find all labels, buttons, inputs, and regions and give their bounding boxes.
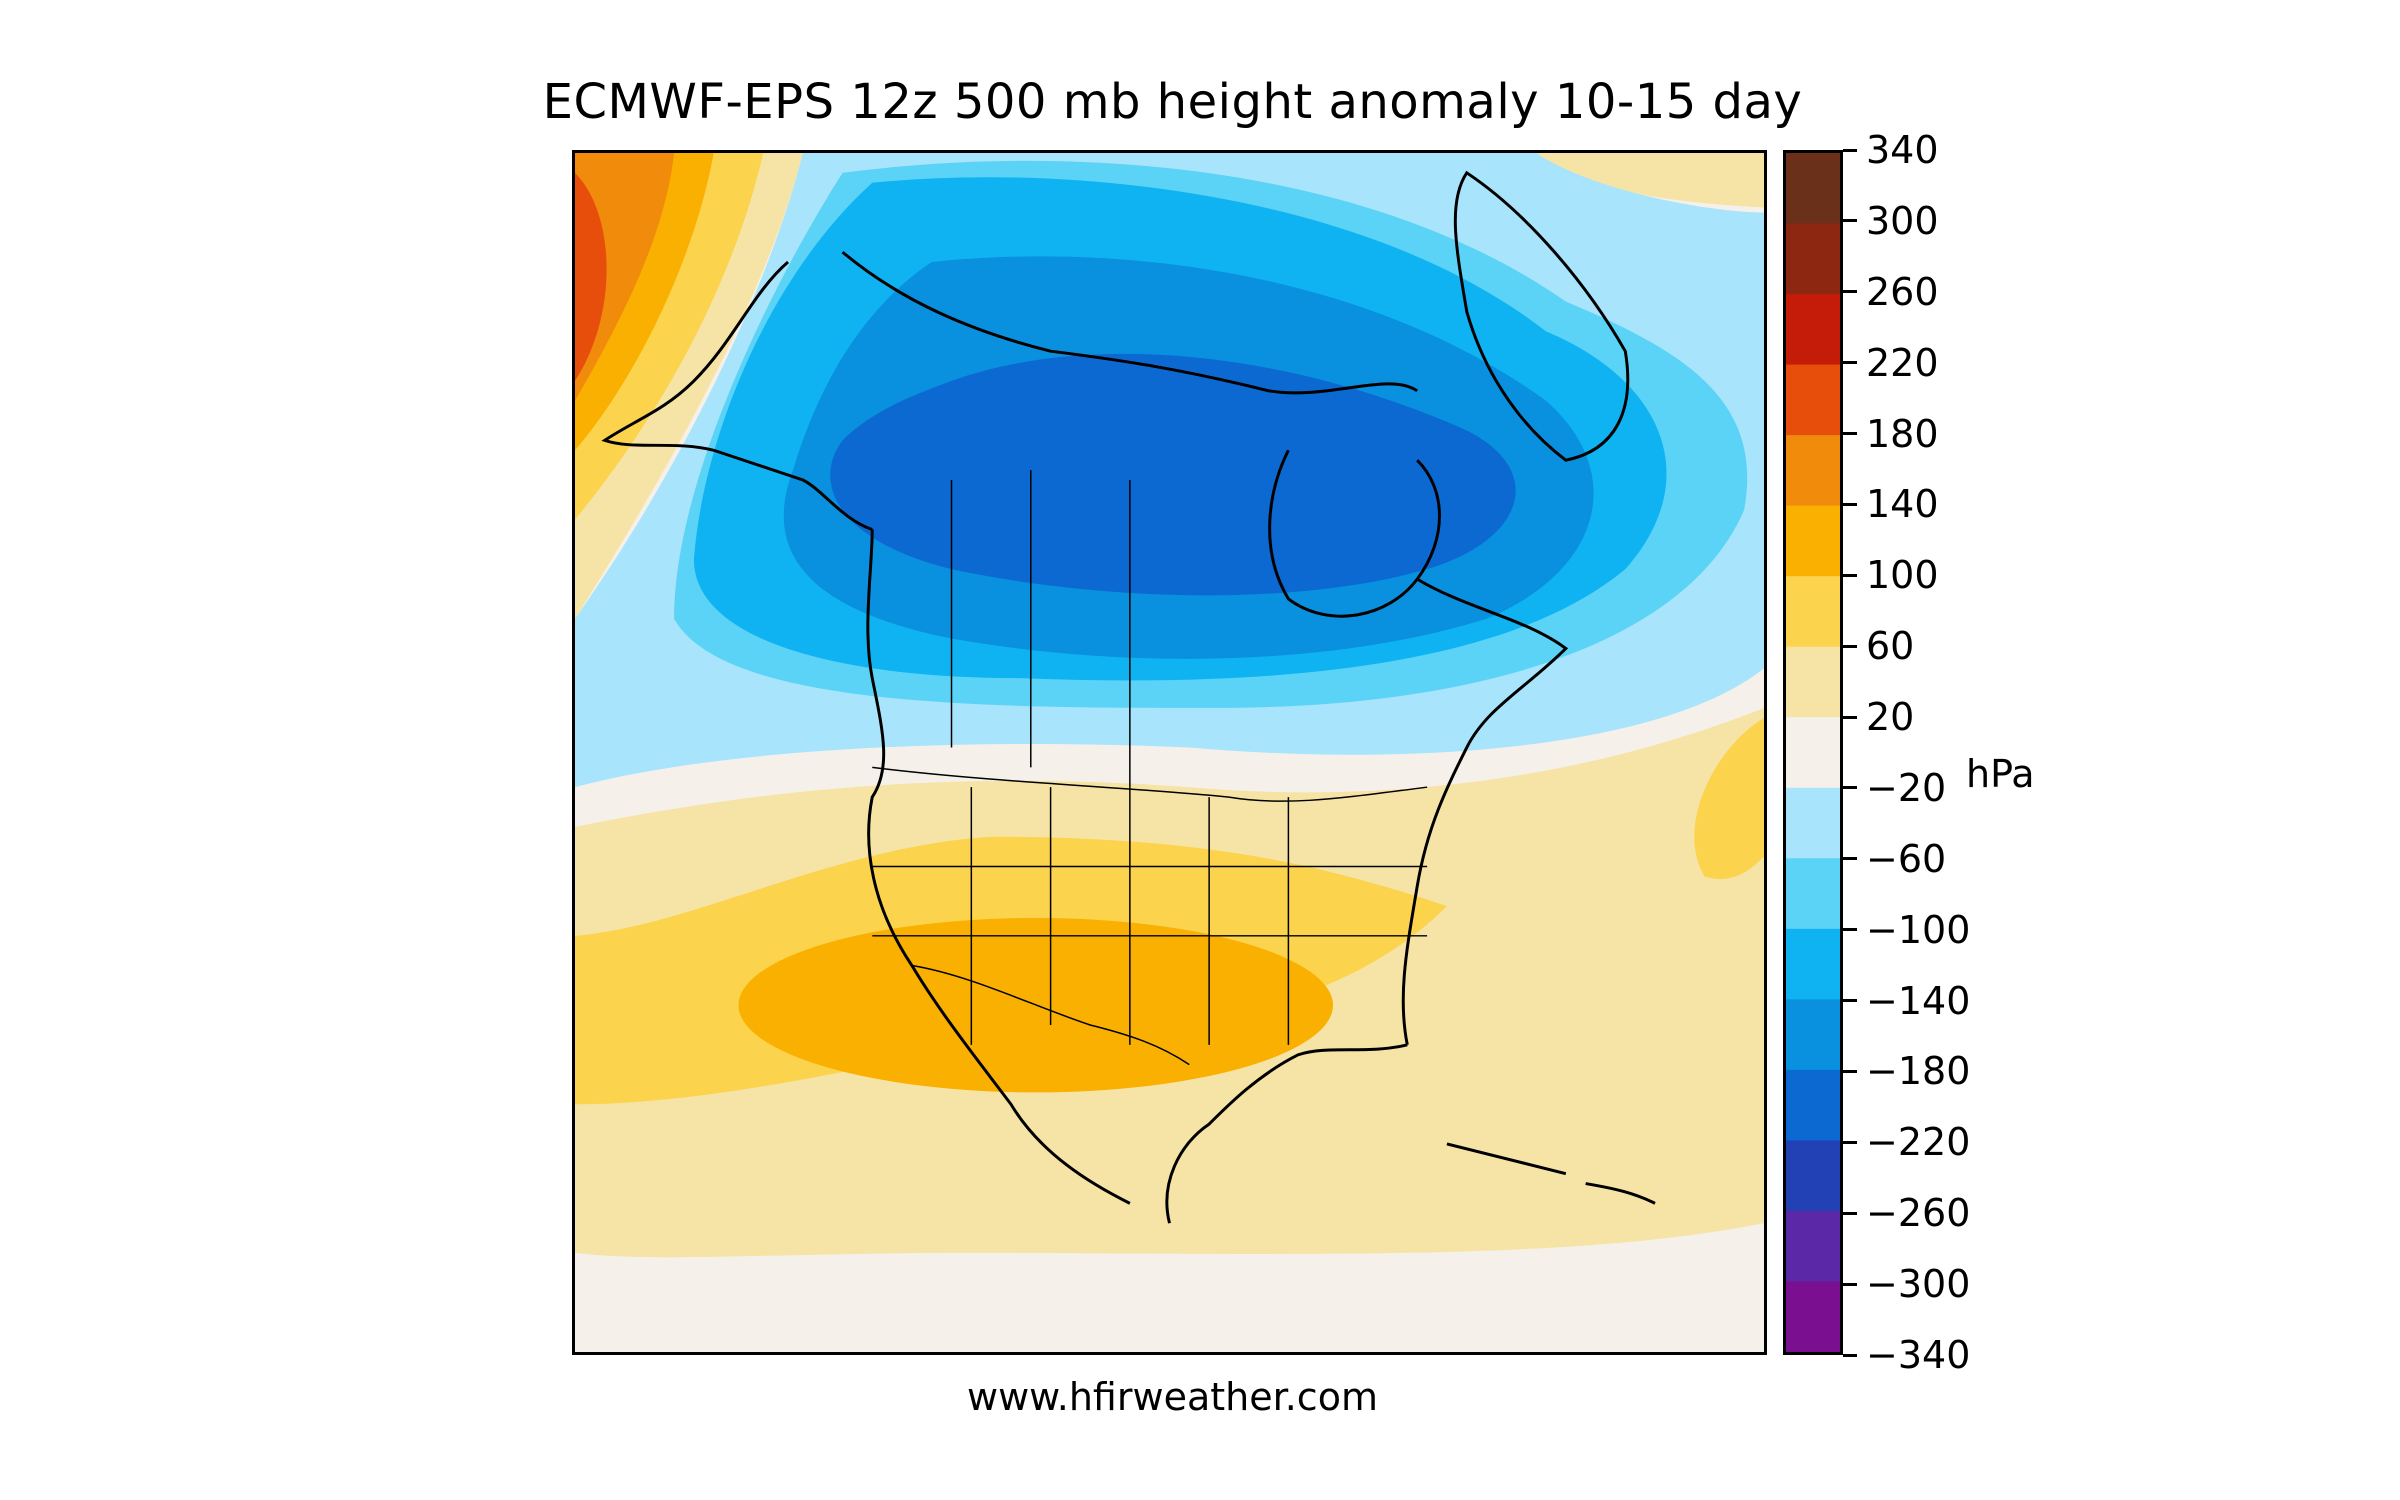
greenland <box>1453 170 1630 462</box>
colorbar-tick-label: 300 <box>1866 198 1939 243</box>
political-borders <box>872 470 1428 1066</box>
colorbar-tick <box>1843 999 1857 1003</box>
caribbean <box>1446 1142 1656 1205</box>
colorbar-unit-label: hPa <box>1966 752 2035 796</box>
colorbar-segment <box>1786 858 1840 930</box>
colorbar-tick-label: −180 <box>1866 1049 1971 1094</box>
colorbar-tick <box>1843 928 1857 932</box>
atlantic-coast <box>1401 577 1569 1046</box>
colorbar-canvas <box>1786 153 1840 1352</box>
colorbar-tick-label: −100 <box>1866 907 1971 952</box>
chart-title: ECMWF-EPS 12z 500 mb height anomaly 10-1… <box>542 74 1803 130</box>
contour-neg-180 <box>830 353 1516 596</box>
colorbar-segment <box>1786 1069 1840 1142</box>
colorbar-tick-label: −300 <box>1866 1262 1971 1307</box>
province-lines <box>950 470 1131 788</box>
colorbar-tick-label: 140 <box>1866 482 1939 527</box>
colorbar-tick-label: −60 <box>1866 836 1947 881</box>
colorbar-segment <box>1786 364 1840 436</box>
colorbar-tick <box>1843 290 1857 294</box>
state-lines <box>872 787 1428 1045</box>
colorbar-tick <box>1843 715 1857 719</box>
colorbar-segment <box>1786 928 1840 1000</box>
arctic-coast <box>841 250 1419 395</box>
colorbar-segment <box>1786 435 1840 507</box>
colorbar-tick <box>1843 1282 1857 1286</box>
colorbar-tick <box>1843 786 1857 790</box>
colorbar-tick <box>1843 219 1857 223</box>
colorbar-tick <box>1843 148 1857 152</box>
pacific-coast <box>866 529 1131 1205</box>
colorbar-tick <box>1843 857 1857 861</box>
alaska-coast <box>601 260 873 531</box>
colorbar-tick <box>1843 502 1857 506</box>
contour-pos-20-ne <box>1536 153 1764 208</box>
colorbar-segment <box>1786 646 1840 718</box>
colorbar-tick <box>1843 361 1857 365</box>
colorbar-segment <box>1786 717 1840 789</box>
colorbar-tick <box>1843 1140 1857 1144</box>
colorbar-tick <box>1843 644 1857 648</box>
colorbar-tick <box>1843 432 1857 436</box>
contour-pos-180-nw <box>575 172 607 381</box>
gulf-coast <box>1165 1043 1408 1224</box>
colorbar-tick <box>1843 1069 1857 1073</box>
anomaly-map <box>572 150 1767 1355</box>
contour-pos-140-nw <box>575 153 675 401</box>
coastlines <box>601 170 1656 1224</box>
colorbar-tick-label: −340 <box>1866 1333 1971 1377</box>
colorbar-segment <box>1786 1210 1840 1283</box>
colorbar-segment <box>1786 153 1840 225</box>
colorbar-tick-label: −220 <box>1866 1120 1971 1165</box>
colorbar-tick <box>1843 1353 1857 1357</box>
colorbar-tick-label: 60 <box>1866 624 1915 669</box>
us-mexico-border <box>911 964 1190 1066</box>
colorbar-tick-label: 100 <box>1866 553 1939 598</box>
colorbar-tick-label: 260 <box>1866 269 1939 314</box>
map-canvas <box>575 153 1764 1258</box>
colorbar-tick-label: 180 <box>1866 411 1939 456</box>
contour-pos-60-atlantic <box>1694 717 1764 880</box>
colorbar-tick-label: 20 <box>1866 695 1915 740</box>
colorbar-tick-label: −140 <box>1866 978 1971 1023</box>
colorbar-tick <box>1843 573 1857 577</box>
footer-url: www.hfirweather.com <box>967 1375 1378 1419</box>
colorbar-tick-label: −260 <box>1866 1191 1971 1236</box>
canada-us-border <box>872 766 1428 802</box>
colorbar-segment <box>1786 576 1840 648</box>
colorbar-segment <box>1786 294 1840 366</box>
colorbar-tick-label: 340 <box>1866 128 1939 172</box>
colorbar-segment <box>1786 1281 1840 1352</box>
hudson-bay <box>1268 449 1441 618</box>
colorbar <box>1783 150 1843 1355</box>
colorbar-segment <box>1786 223 1840 295</box>
colorbar-segment <box>1786 505 1840 577</box>
colorbar-tick <box>1843 1211 1857 1215</box>
colorbar-segment <box>1786 787 1840 859</box>
colorbar-tick-label: −20 <box>1866 765 1947 810</box>
colorbar-segment <box>1786 999 1840 1071</box>
colorbar-segment <box>1786 1140 1840 1212</box>
colorbar-tick-label: 220 <box>1866 340 1939 385</box>
